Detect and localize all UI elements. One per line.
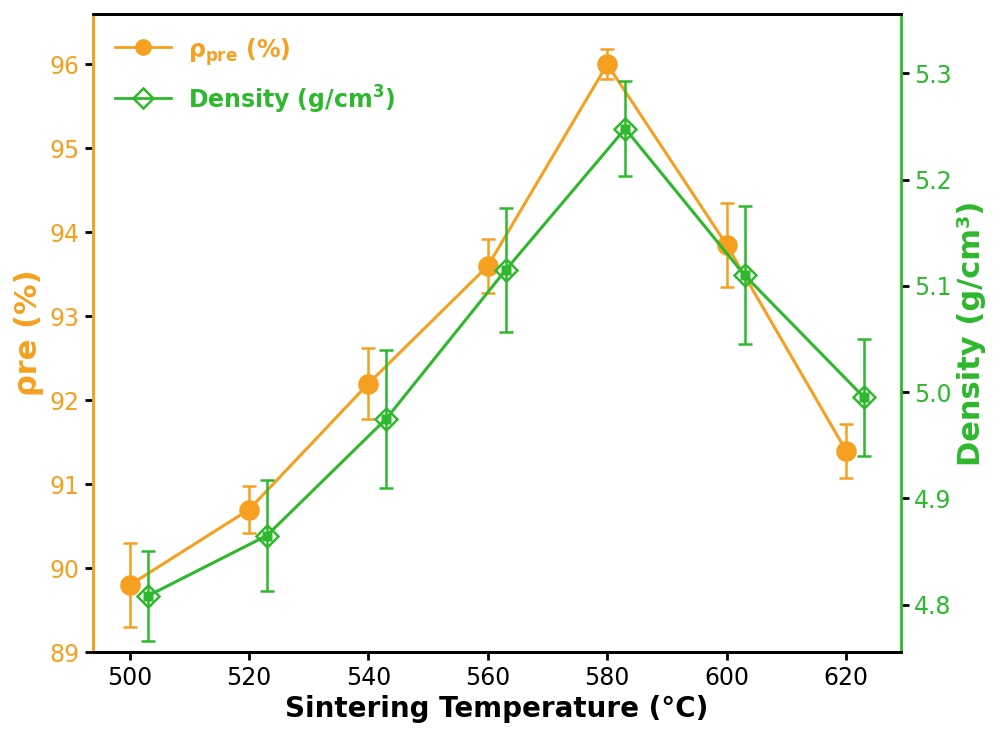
Point xyxy=(360,377,376,389)
Point xyxy=(719,239,735,251)
X-axis label: Sintering Temperature (°C): Sintering Temperature (°C) xyxy=(285,695,708,723)
Point xyxy=(480,260,496,272)
Legend: $\mathbf{\rho_{pre}}$ (%), $\mathbf{Density\ (g/cm^3)}$: $\mathbf{\rho_{pre}}$ (%), $\mathbf{Dens… xyxy=(104,25,407,127)
Y-axis label: Density (g/cm³): Density (g/cm³) xyxy=(957,200,986,466)
Point xyxy=(241,503,257,515)
Point xyxy=(838,445,854,457)
Point xyxy=(122,579,138,591)
Y-axis label: ρre (%): ρre (%) xyxy=(14,270,44,397)
Point xyxy=(599,58,615,70)
